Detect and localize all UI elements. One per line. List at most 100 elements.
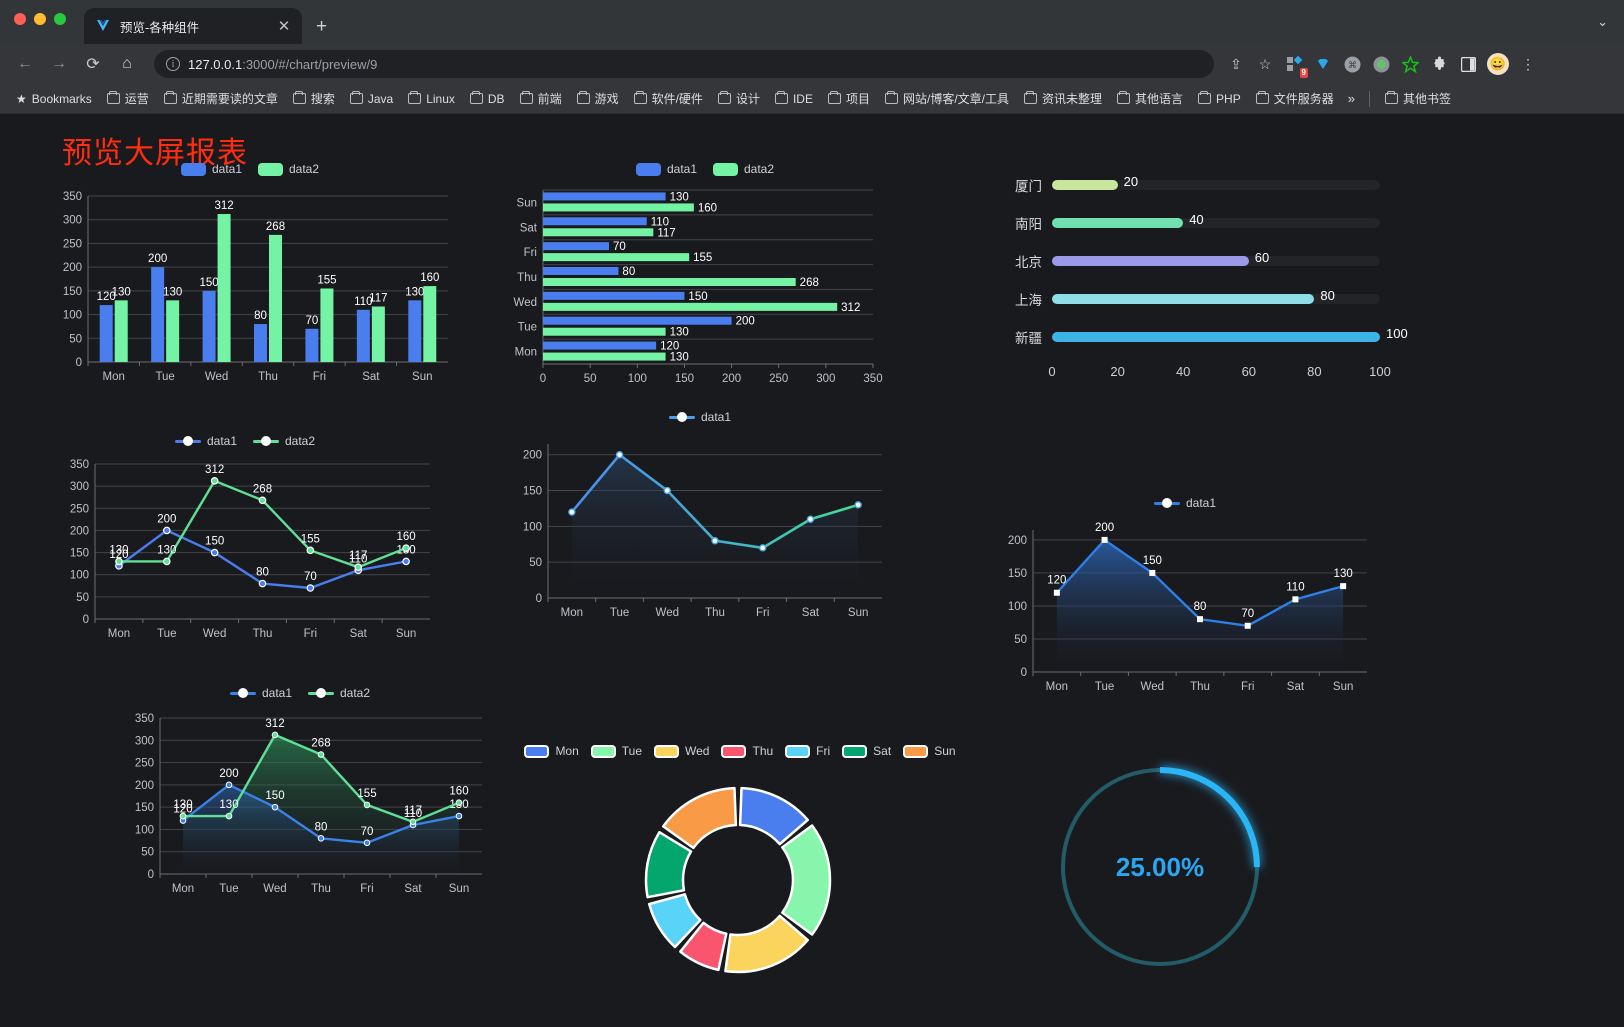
data-point[interactable] — [179, 812, 187, 820]
close-window-button[interactable] — [14, 13, 26, 25]
profile-avatar[interactable]: 😀 — [1487, 53, 1509, 75]
data-point[interactable] — [363, 839, 371, 847]
data-point[interactable] — [162, 557, 171, 566]
forward-button[interactable]: → — [51, 55, 67, 72]
bar[interactable] — [543, 228, 654, 237]
progress-bar-row[interactable]: 上海 80 — [1000, 280, 1380, 318]
progress-bar-row[interactable]: 厦门 20 — [1000, 166, 1380, 204]
other-bookmarks-folder[interactable]: 其他书签 — [1379, 87, 1457, 110]
bar[interactable] — [320, 288, 334, 362]
chart-donut-pie[interactable]: Mon Tue Wed Thu Fri Sat Sun — [520, 744, 960, 1024]
pie-slice[interactable] — [781, 824, 832, 936]
legend-item-data1[interactable]: data1 — [174, 434, 237, 448]
bar[interactable] — [543, 192, 666, 201]
legend-item-data1[interactable]: data1 — [668, 410, 731, 424]
data-point[interactable] — [354, 563, 363, 571]
chart-bar-vertical[interactable]: data1 data2 0 50 100 150 200 250 300 350 Mon 120 1… — [40, 162, 460, 432]
bar[interactable] — [543, 203, 694, 212]
reload-button[interactable]: ⟳ — [86, 56, 100, 73]
bookmark-folder-item[interactable]: 网站/博客/文章/工具 — [879, 87, 1015, 110]
bar[interactable] — [114, 300, 128, 362]
legend-item-data2[interactable]: data2 — [713, 162, 774, 176]
data-point[interactable] — [1244, 622, 1251, 629]
pie-slice[interactable] — [647, 893, 702, 949]
progress-bar-row[interactable]: 新疆 100 — [1000, 318, 1408, 356]
legend-item-sat[interactable]: Sat — [842, 744, 891, 758]
data-point[interactable] — [258, 579, 267, 588]
bar[interactable] — [543, 316, 732, 325]
bar[interactable] — [371, 306, 385, 362]
data-point[interactable] — [1149, 569, 1156, 576]
data-point[interactable] — [615, 451, 624, 459]
share-icon[interactable]: ⇪ — [1230, 55, 1242, 72]
data-point[interactable] — [225, 812, 233, 820]
bar[interactable] — [543, 352, 666, 361]
bar[interactable] — [543, 278, 796, 286]
legend-item-data2[interactable]: data2 — [308, 686, 370, 700]
site-info-icon[interactable]: i — [166, 57, 180, 71]
pie-slice[interactable] — [679, 921, 728, 972]
data-point[interactable] — [409, 818, 417, 826]
bookmark-folder-item[interactable]: 近期需要读的文章 — [158, 87, 284, 110]
legend-item-thu[interactable]: Thu — [721, 744, 773, 758]
home-button[interactable]: ⌂ — [122, 55, 132, 72]
data-point[interactable] — [306, 546, 315, 555]
bar[interactable] — [99, 305, 113, 362]
back-button[interactable]: ← — [17, 55, 33, 72]
chart-bar-horizontal[interactable]: data1 data2 0 50 100 150 200 250 300 350 Sun 130 1… — [495, 162, 915, 432]
legend-item-tue[interactable]: Tue — [590, 744, 642, 758]
bookmark-star-icon[interactable]: ☆ — [1258, 55, 1272, 72]
legend-item-data1[interactable]: data1 — [635, 162, 697, 176]
bookmark-folder-item[interactable]: 前端 — [514, 87, 568, 110]
data-point[interactable] — [162, 526, 171, 535]
data-point[interactable] — [258, 496, 267, 505]
data-point[interactable] — [271, 731, 279, 739]
bar[interactable] — [543, 267, 619, 275]
data-point[interactable] — [1053, 589, 1060, 596]
data-point[interactable] — [317, 835, 325, 842]
bar[interactable] — [543, 242, 609, 251]
data-point[interactable] — [210, 477, 219, 485]
legend-item-fri[interactable]: Fri — [785, 744, 830, 758]
bookmark-folder-item[interactable]: DB — [464, 89, 511, 109]
chart-gauge[interactable]: 25.00% — [1035, 739, 1285, 999]
puzzle-extensions-icon[interactable] — [1429, 54, 1449, 74]
bar[interactable] — [217, 214, 231, 362]
data-point[interactable] — [1340, 583, 1347, 590]
data-point[interactable] — [1101, 536, 1108, 543]
chrome-menu-icon[interactable]: ⋮ — [1521, 55, 1535, 72]
bar[interactable] — [254, 324, 267, 362]
chart-progress-bars[interactable]: 厦门 20 南阳 40 北京 60 上海 80 新疆 100 0 20 40 60 80 100 — [1000, 166, 1408, 382]
close-tab-button[interactable]: ✕ — [277, 17, 291, 35]
bar[interactable] — [305, 328, 319, 362]
minimize-window-button[interactable] — [34, 13, 46, 25]
data-point[interactable] — [759, 544, 767, 552]
side-panel-icon[interactable] — [1458, 54, 1478, 74]
green-star-extension-icon[interactable] — [1400, 54, 1420, 74]
data-point[interactable] — [806, 515, 815, 523]
bookmark-folder-item[interactable]: 运营 — [101, 87, 155, 110]
legend-item-sun[interactable]: Sun — [903, 744, 956, 758]
progress-bar-row[interactable]: 南阳 40 — [1000, 204, 1380, 242]
legend-item-data2[interactable]: data2 — [253, 434, 315, 448]
pie-slice[interactable] — [738, 786, 809, 846]
bar[interactable] — [269, 234, 282, 362]
bookmark-folder-item[interactable]: Java — [344, 89, 399, 109]
legend-item-mon[interactable]: Mon — [524, 744, 579, 758]
bookmark-folder-item[interactable]: IDE — [769, 89, 819, 109]
bar[interactable] — [543, 327, 666, 336]
bookmark-folder-item[interactable]: 软件/硬件 — [628, 87, 709, 110]
pie-slice[interactable] — [724, 914, 809, 974]
tab-list-chevron-down-icon[interactable]: ⌄ — [1597, 14, 1608, 29]
data-point[interactable] — [455, 812, 463, 820]
bar[interactable] — [408, 300, 422, 362]
legend-item-wed[interactable]: Wed — [654, 744, 709, 758]
data-point[interactable] — [402, 544, 410, 552]
pie-slice[interactable] — [644, 830, 693, 899]
bar[interactable] — [202, 290, 216, 362]
bar[interactable] — [543, 291, 685, 300]
bookmark-folder-item[interactable]: 搜索 — [287, 87, 341, 110]
data-point[interactable] — [1197, 616, 1203, 623]
bookmark-folder-item[interactable]: 文件服务器 — [1250, 87, 1340, 110]
command-extension-icon[interactable]: ⌘ — [1342, 54, 1362, 74]
